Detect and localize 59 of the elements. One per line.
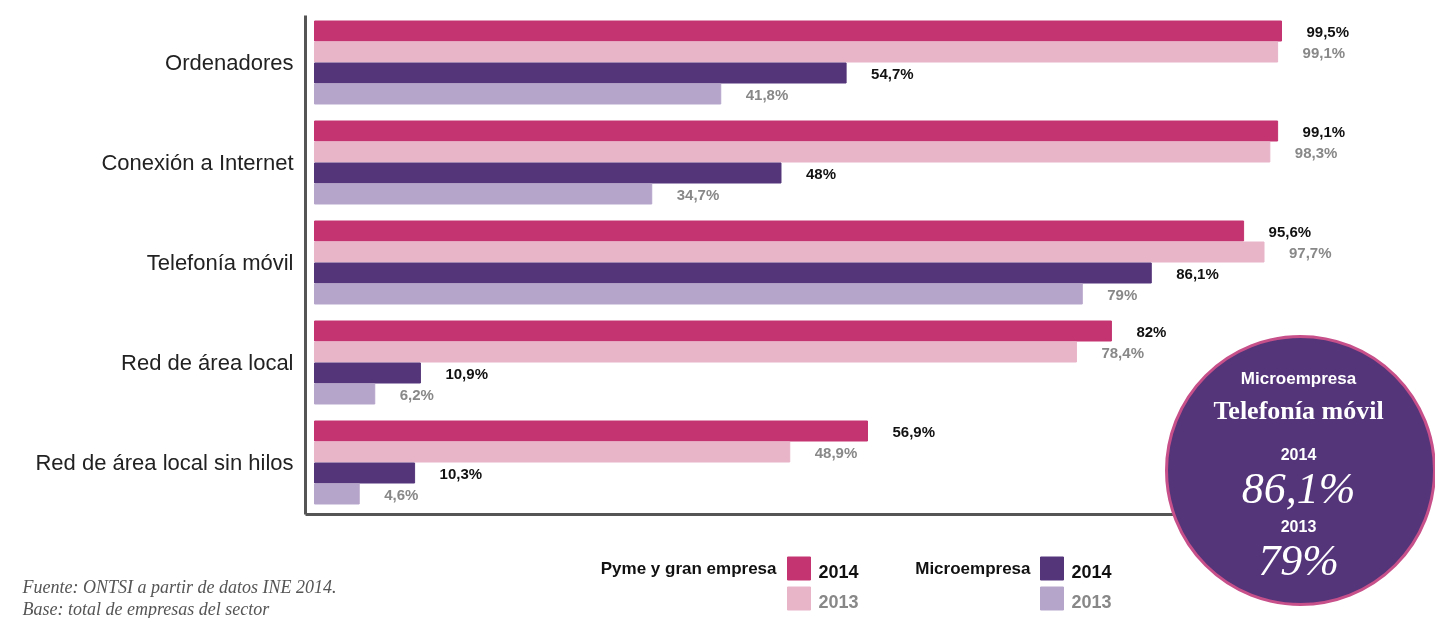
data-label: 56,9% (892, 422, 936, 440)
annotation: Microempresa (1240, 369, 1357, 388)
bar (314, 83, 722, 105)
bar (314, 162, 782, 184)
data-label: 99,5% (1306, 22, 1350, 40)
bar (314, 262, 1152, 284)
data-label: 41,8% (745, 85, 789, 103)
data-label: 95,6% (1268, 222, 1312, 240)
text: 79% (1258, 536, 1339, 585)
bar (314, 362, 421, 384)
source-note: Fuente: ONTSI a partir de datos INE 2014. (21, 576, 337, 597)
text: Base: total de empresas del sector (22, 598, 271, 618)
bar (314, 41, 1279, 63)
annotation: 2014 (1280, 445, 1317, 463)
bar (314, 141, 1271, 163)
legend-label: 2014 (818, 562, 859, 582)
data-label: 78,4% (1101, 343, 1144, 361)
bar (314, 62, 847, 84)
bar (314, 20, 1282, 42)
annotation: Telefonía móvil (1213, 396, 1384, 425)
data-label: 10,3% (439, 464, 483, 482)
y-tick-label: Red de área local sin hilos (35, 450, 294, 475)
data-label: 48,9% (814, 443, 858, 461)
y-tick-label: Telefonía móvil (146, 250, 294, 275)
bar (314, 483, 360, 505)
legend-label: 2013 (818, 592, 859, 612)
legend-label: 2014 (1071, 562, 1112, 582)
y-tick-label: Ordenadores (165, 50, 294, 75)
y-tick-label: Conexión a Internet (101, 150, 294, 175)
y-tick-label: Red de área local (121, 350, 294, 375)
bar (314, 241, 1265, 263)
annotation: 86,1% (1241, 464, 1356, 513)
bar (314, 283, 1083, 305)
bar (314, 462, 416, 484)
bar (314, 383, 376, 405)
data-label: 99,1% (1302, 43, 1346, 61)
data-label: 6,2% (399, 385, 434, 403)
bar (314, 341, 1077, 363)
data-label: 98,3% (1294, 143, 1338, 161)
data-label: 10,9% (445, 364, 488, 382)
data-label: 48% (805, 164, 837, 182)
data-label: 99,1% (1302, 122, 1346, 140)
bar (314, 420, 868, 442)
bar (314, 183, 653, 205)
bar (314, 441, 791, 463)
bar (314, 220, 1245, 242)
data-label: 4,6% (384, 485, 419, 503)
text: Microempresa (915, 559, 1032, 578)
text: Pyme y gran empresa (600, 559, 778, 578)
bar (314, 120, 1279, 142)
data-label: 79% (1107, 285, 1138, 303)
data-label: 34,7% (676, 185, 720, 203)
text: 2013 (1280, 517, 1317, 535)
legend-label: 2013 (1071, 592, 1112, 612)
data-label: 86,1% (1176, 264, 1219, 282)
bar (314, 320, 1112, 342)
data-label: 97,7% (1289, 243, 1332, 261)
data-label: 54,7% (871, 64, 914, 82)
data-label: 82% (1136, 322, 1167, 340)
